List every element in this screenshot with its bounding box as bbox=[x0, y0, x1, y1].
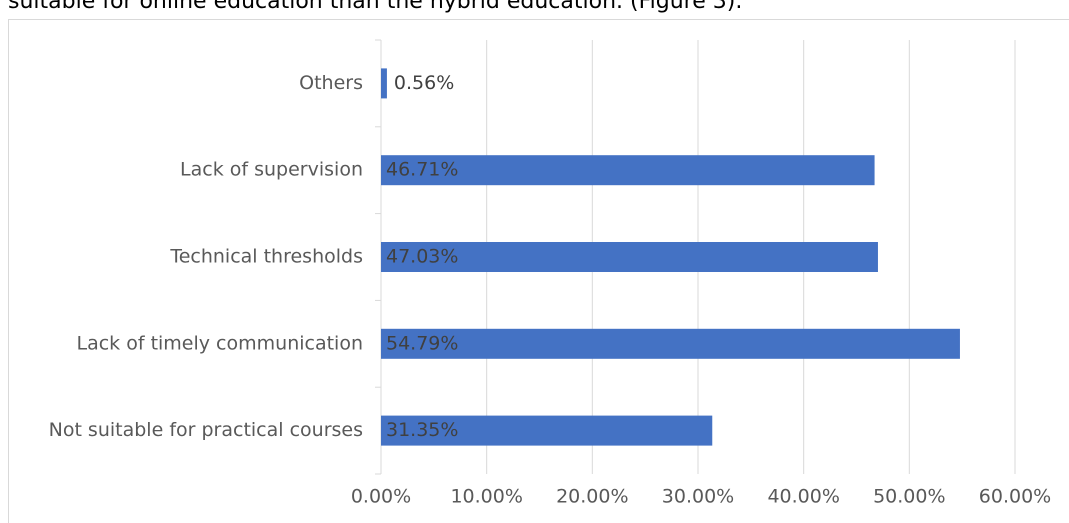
bar bbox=[381, 155, 875, 186]
bar bbox=[381, 242, 878, 272]
y-tick-label: Lack of timely communication bbox=[77, 332, 364, 354]
data-label: 31.35% bbox=[386, 419, 458, 441]
y-tick-label: Technical thresholds bbox=[169, 246, 363, 268]
bar bbox=[381, 328, 960, 359]
x-tick-label: 30.00% bbox=[662, 486, 734, 508]
x-tick-label: 10.00% bbox=[450, 486, 522, 508]
data-label: 54.79% bbox=[386, 332, 458, 354]
x-tick-label: 20.00% bbox=[556, 486, 628, 508]
data-label: 47.03% bbox=[386, 246, 458, 268]
data-label: 46.71% bbox=[386, 159, 458, 181]
x-tick-label: 60.00% bbox=[979, 486, 1051, 508]
x-tick-label: 50.00% bbox=[873, 486, 945, 508]
bar bbox=[381, 415, 713, 446]
y-tick-label: Not suitable for practical courses bbox=[49, 419, 363, 441]
bar bbox=[381, 68, 387, 99]
y-tick-label: Lack of supervision bbox=[180, 159, 363, 181]
context-text: suitable for online education than the h… bbox=[8, 0, 742, 14]
y-tick-label: Others bbox=[299, 72, 363, 94]
data-label: 0.56% bbox=[394, 72, 454, 94]
x-tick-label: 40.00% bbox=[767, 486, 839, 508]
x-tick-label: 0.00% bbox=[351, 486, 411, 508]
